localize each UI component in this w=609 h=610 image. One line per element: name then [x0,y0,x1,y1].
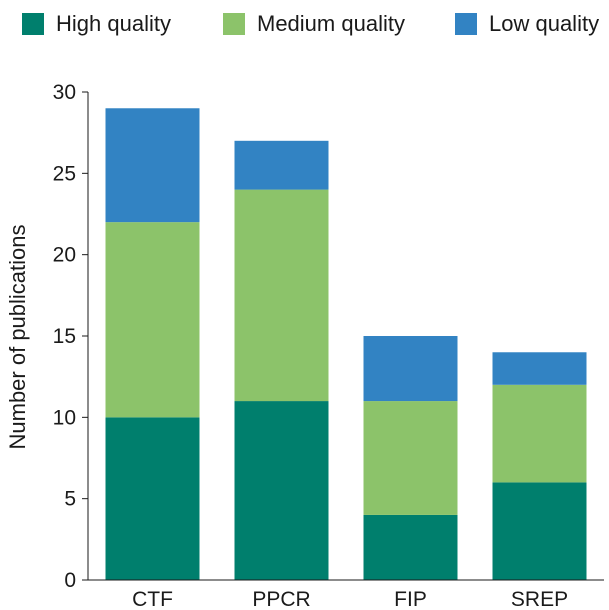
bar-fip-medium-quality [363,401,458,515]
x-tick-label-ppcr: PPCR [252,588,310,610]
bar-fip-high-quality [363,514,458,580]
legend-swatch-high-quality [22,13,44,35]
y-tick-label-15: 15 [53,325,76,348]
legend-swatch-low-quality [455,13,477,35]
bar-srep-medium-quality [492,384,587,483]
bars-group [105,108,587,580]
legend-item-medium-quality: Medium quality [223,9,405,39]
legend: High quality Medium quality Low quality [0,0,609,50]
legend-label-low-quality: Low quality [489,11,600,36]
x-tick-label-srep: SREP [511,588,568,610]
bar-ppcr-high-quality [234,401,329,580]
y-tick-label-20: 20 [53,244,76,267]
bar-ctf-medium-quality [105,222,200,418]
legend-item-high-quality: High quality [22,9,171,39]
axes-group: CTF PPCR FIP SREP 0 5 10 15 20 25 30 [53,81,604,610]
legend-item-low-quality: Low quality [455,9,599,39]
y-tick-label-10: 10 [53,406,76,429]
legend-label-high-quality: High quality [56,11,171,36]
x-tick-label-ctf: CTF [132,588,173,610]
bar-ppcr-low-quality [234,140,329,190]
bar-fip-low-quality [363,336,458,402]
bar-srep-high-quality [492,482,587,580]
y-tick-label-30: 30 [53,81,76,104]
y-tick-label-5: 5 [64,488,76,511]
legend-label-medium-quality: Medium quality [257,11,405,36]
y-tick-label-25: 25 [53,162,76,185]
bar-ctf-low-quality [105,108,200,223]
bar-ctf-high-quality [105,417,200,580]
bar-srep-low-quality [492,352,587,385]
x-tick-label-fip: FIP [394,588,427,610]
y-tick-label-0: 0 [64,569,76,592]
y-axis-label: Number of publications [5,224,30,449]
legend-swatch-medium-quality [223,13,245,35]
bar-ppcr-medium-quality [234,189,329,402]
